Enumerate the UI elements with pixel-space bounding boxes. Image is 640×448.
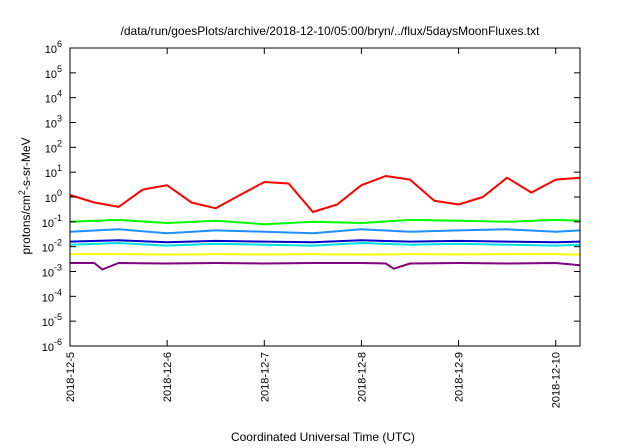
series-line-6: [70, 253, 581, 256]
y-tick-label: 105: [45, 64, 62, 81]
x-tick-label: 2018-12-10: [551, 352, 563, 408]
svg-text:protons/cm2-s-sr-MeV: protons/cm2-s-sr-MeV: [17, 137, 33, 254]
y-tick-label: 10-5: [42, 312, 62, 329]
y-tick-label: 10-4: [42, 287, 62, 304]
series-line-1: [69, 175, 581, 213]
series-line-7: [70, 262, 581, 271]
y-tick-label: 102: [45, 138, 62, 155]
y-tick-label: 10-2: [42, 238, 62, 255]
series-line-5: [69, 239, 581, 244]
x-tick-label: 2018-12-6: [162, 352, 174, 402]
y-tick-label: 104: [45, 89, 62, 106]
series-line-2: [69, 218, 581, 226]
y-tick-label: 101: [45, 163, 62, 180]
x-axis-label: Coordinated Universal Time (UTC): [231, 430, 415, 444]
plot-frame: [69, 47, 581, 347]
y-tick-label: 10-3: [42, 263, 62, 280]
y-tick-label: 103: [45, 114, 62, 131]
y-tick-label: 10-1: [42, 213, 62, 230]
x-axis-ticks: 2018-12-5 2018-12-6 2018-12-7 2018-12-8 2018…: [65, 48, 563, 408]
series-line-3: [69, 228, 581, 235]
plot-lines: [69, 175, 581, 271]
y-tick-label: 106: [45, 39, 62, 56]
y-tick-label: 100: [45, 188, 62, 205]
x-tick-label: 2018-12-9: [454, 352, 466, 402]
series-line-4: [69, 242, 581, 247]
x-tick-label: 2018-12-8: [356, 352, 368, 402]
chart-title: /data/run/goesPlots/archive/2018-12-10/0…: [121, 24, 541, 38]
y-axis-ticks: 10-6 10-5 10-4 10-3 10-2 10-1 100 101 102 103 104 1…: [42, 39, 580, 354]
y-tick-label: 10-6: [42, 337, 62, 354]
x-tick-label: 2018-12-7: [259, 352, 271, 402]
x-tick-label: 2018-12-5: [65, 352, 77, 402]
y-axis-label: protons/cm2-s-sr-MeV: [17, 137, 33, 254]
